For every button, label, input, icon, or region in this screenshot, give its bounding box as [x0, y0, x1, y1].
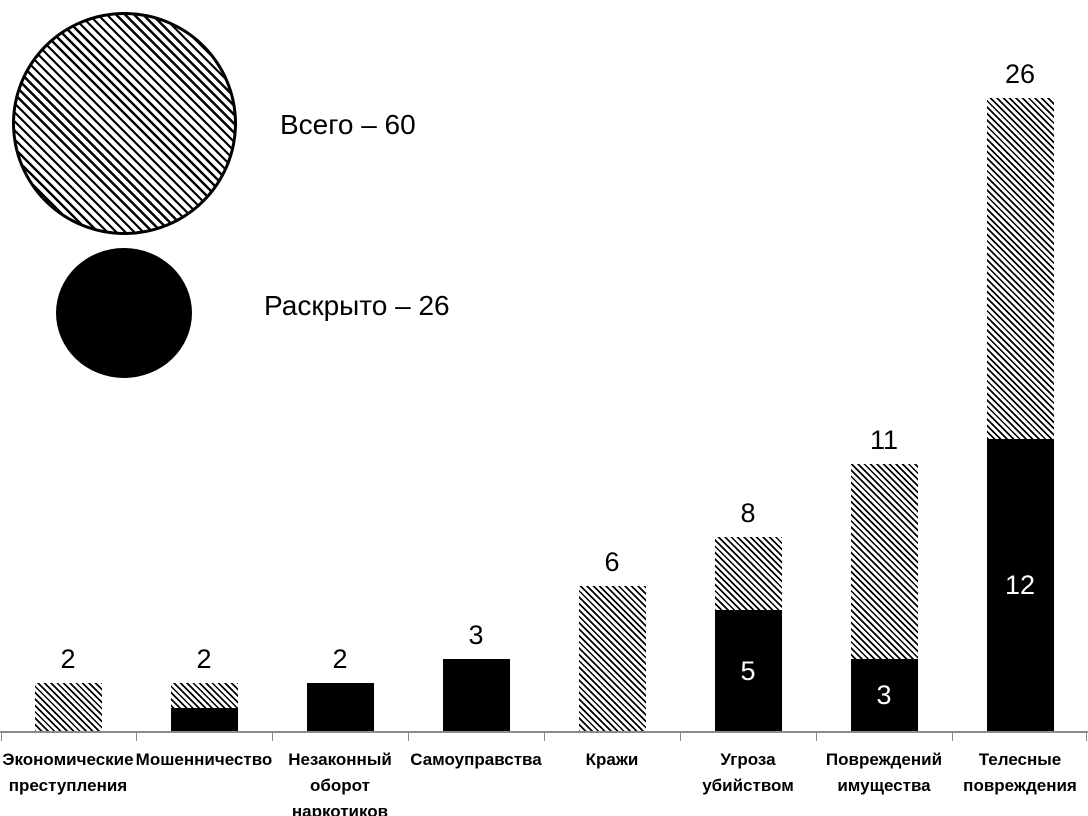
category-label: Экономические преступления	[0, 747, 146, 799]
axis-tick	[272, 733, 273, 741]
category-label: Угроза убийством	[670, 747, 826, 799]
category-label-line: Телесные	[978, 750, 1062, 769]
solved-bar	[306, 683, 374, 732]
solved-value-label: 12	[1004, 570, 1036, 601]
solved-bar	[850, 658, 918, 732]
total-value-label: 2	[60, 644, 76, 675]
category-label-line: Незаконный	[288, 750, 392, 769]
axis-tick	[680, 733, 681, 741]
legend-solved-label: Раскрыто – 26	[264, 290, 450, 321]
legend-total-label: Всего – 60	[280, 109, 416, 140]
total-value-label: 6	[604, 546, 620, 577]
category-label: Повреждений имущества	[806, 747, 962, 799]
category-label-line: убийством	[702, 776, 794, 795]
solved-value-label: 3	[876, 679, 892, 710]
category-label-line: наркотиков	[291, 802, 389, 816]
axis-tick	[816, 733, 817, 741]
category-label-line: преступления	[8, 776, 128, 795]
axis-tick	[408, 733, 409, 741]
axis-tick	[544, 733, 545, 741]
total-value-label: 8	[740, 497, 756, 528]
category-label: Телесные повреждения	[942, 747, 1088, 799]
category-label-line: Мошенничество	[135, 750, 273, 769]
axis-tick	[952, 733, 953, 741]
legend-solved-black-circle	[56, 248, 192, 378]
total-value-label: 2	[196, 644, 212, 675]
category-label: Незаконный оборот наркотиков	[262, 747, 418, 816]
total-value-label: 11	[869, 424, 899, 455]
category-label-line: Экономические	[2, 750, 134, 769]
category-label-line: Самоуправства	[410, 750, 542, 769]
category-label: Самоуправства	[398, 747, 554, 773]
category-label-line: Угроза	[720, 750, 776, 769]
category-label: Кражи	[534, 747, 690, 773]
category-label-line: Кражи	[585, 750, 639, 769]
category-label-line: Повреждений	[825, 750, 943, 769]
axis-tick	[1, 733, 2, 741]
axis-tick	[136, 733, 137, 741]
solved-bar	[714, 610, 782, 732]
category-label-line: повреждения	[963, 776, 1077, 795]
solved-value-label: 5	[740, 655, 756, 686]
legend-total-hatched-circle	[12, 12, 237, 235]
category-label-line: имущества	[837, 776, 931, 795]
total-bar	[34, 683, 102, 732]
category-label-line: оборот	[310, 776, 370, 795]
solved-bar	[170, 707, 238, 732]
solved-bar	[986, 439, 1054, 732]
category-label: Мошенничество	[126, 747, 282, 773]
total-bar	[578, 585, 646, 732]
total-value-label: 2	[332, 644, 348, 675]
solved-bar	[442, 658, 510, 732]
axis-tick	[1086, 733, 1087, 741]
x-axis-line	[0, 731, 1088, 733]
total-value-label: 3	[468, 619, 484, 650]
total-value-label: 26	[1004, 58, 1036, 89]
